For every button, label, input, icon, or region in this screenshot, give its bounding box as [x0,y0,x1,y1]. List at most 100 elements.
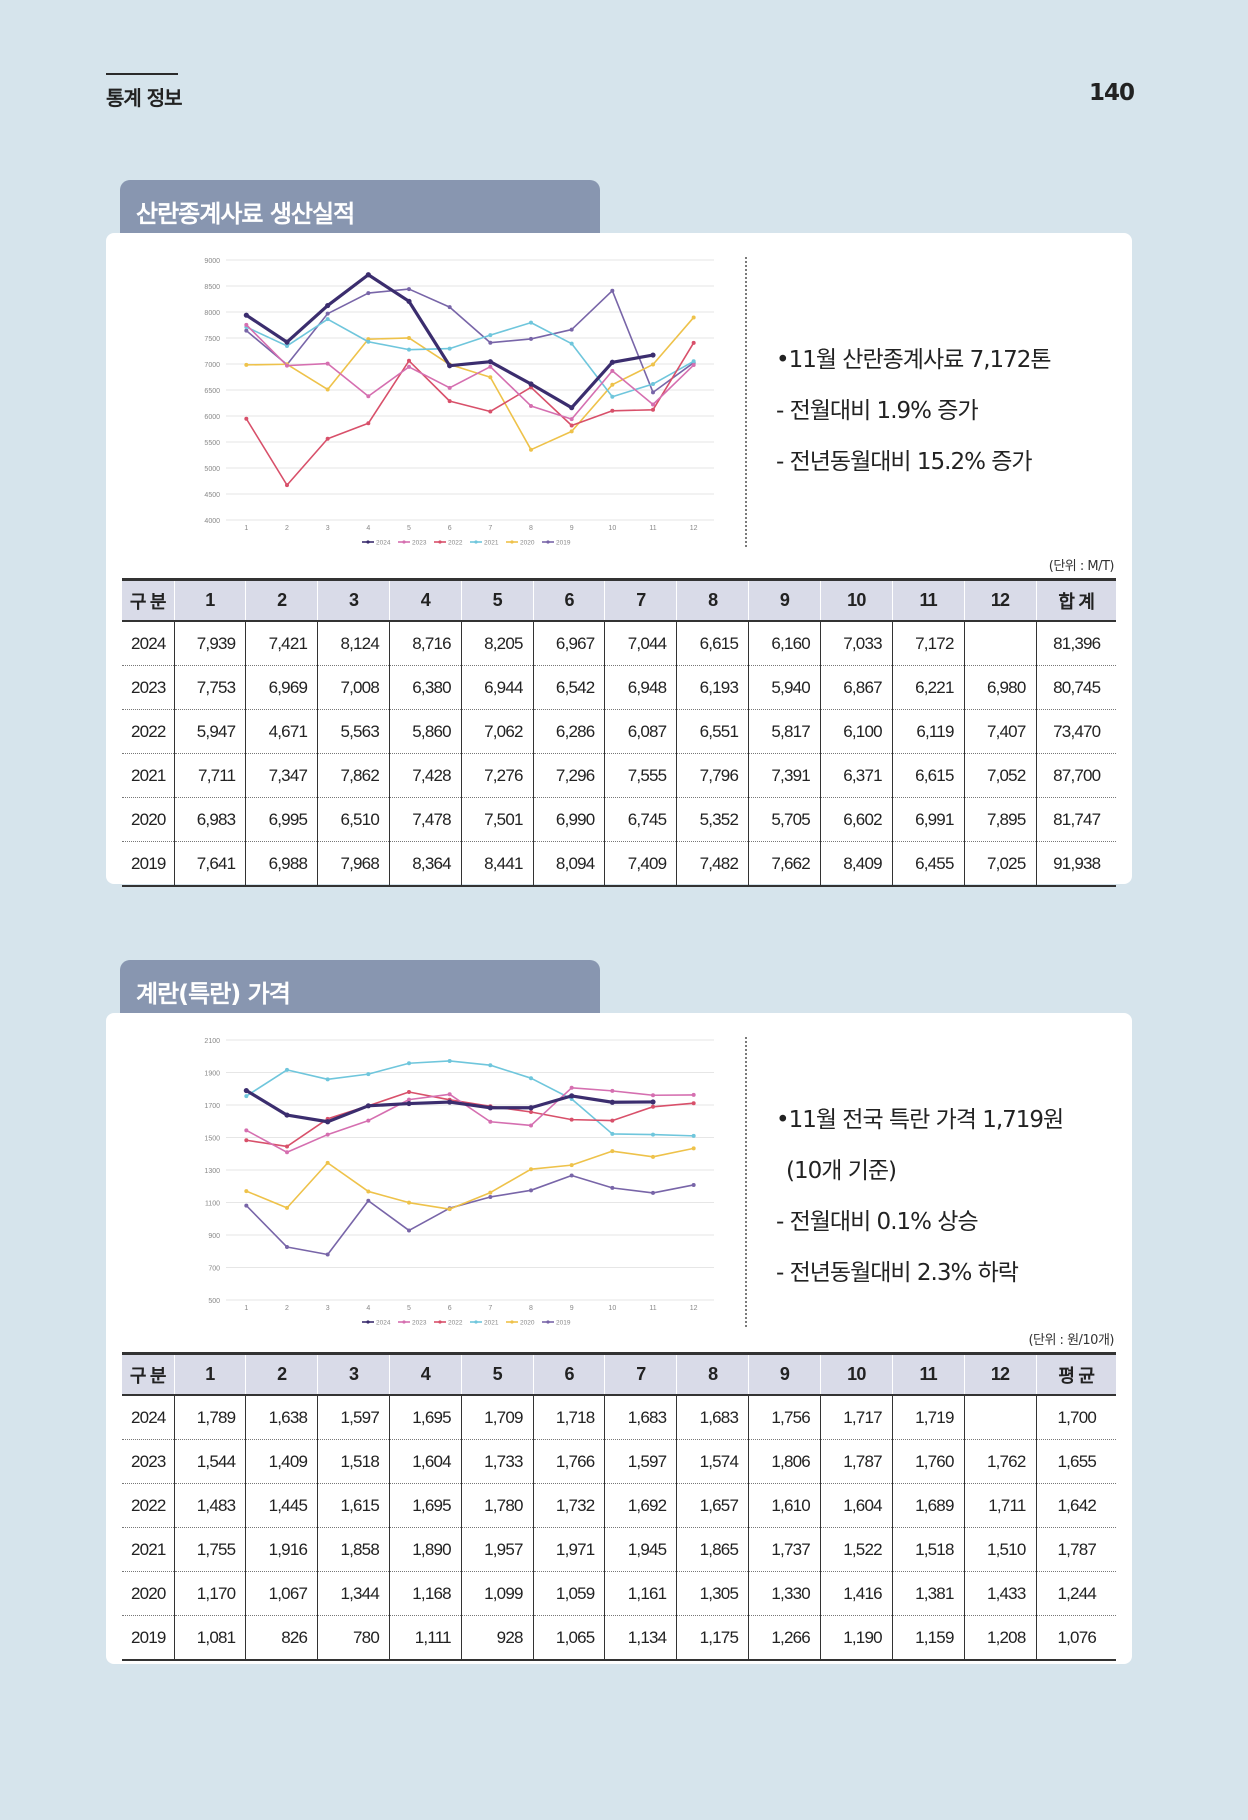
table-cell: 1,574 [676,1439,749,1484]
y-tick-label: 1500 [204,1136,220,1143]
row-year: 2023 [122,1439,174,1484]
table-cell: 1,111 [388,1615,462,1661]
table-cell: 80,745 [1035,665,1116,710]
table-cell: 8,094 [532,841,605,887]
data-point [407,364,411,369]
x-tick-label: 5 [407,525,411,532]
data-point [569,429,574,434]
table-cell: 1,076 [1035,1615,1116,1661]
table-cell: 1,683 [676,1395,749,1440]
x-tick-label: 1 [244,525,248,532]
page-number: 140 [1088,80,1135,106]
table-cell: 8,124 [317,621,390,666]
data-point [407,335,411,340]
section-title-egg: 계란(특란) 가격 [120,960,600,1016]
legend-label: 2019 [556,1320,571,1327]
table-cell: 7,033 [819,621,893,666]
data-point [406,1100,412,1107]
summary-line: - 전년동월대비 15.2% 증가 [776,449,1033,475]
table-row: 2019 1,081 826 780 1,111 928 1,065 1,134 1,175 1,… [122,1615,1116,1661]
data-point [284,1112,290,1118]
table-cell: 7,409 [604,841,677,887]
table-cell: 7,296 [532,753,605,798]
data-point [487,359,493,365]
data-point [244,1189,249,1194]
table-cell: 1,522 [819,1527,893,1572]
table-cell: 1,737 [748,1527,821,1572]
y-tick-label: 9000 [204,258,220,265]
table-row: 2021 1,755 1,916 1,858 1,890 1,957 1,971 1,945 1… [122,1527,1116,1572]
data-point [447,1058,452,1063]
row-year: 2024 [122,1395,174,1440]
table-cell: 7,711 [173,753,246,798]
x-tick-label: 4 [366,1305,370,1312]
data-point [407,358,411,363]
table-cell: 8,441 [460,841,534,887]
x-tick-label: 6 [448,1305,452,1312]
table-cell: 6,969 [245,665,318,710]
data-point [609,359,615,365]
table-cell: 1,597 [604,1439,677,1484]
table-cell: 6,371 [819,753,893,798]
table-cell [963,621,1036,666]
data-point [569,1093,575,1099]
table-row: 2022 1,483 1,445 1,615 1,695 1,780 1,732 1,692 1… [122,1483,1116,1528]
summary-line: - 전월대비 0.1% 상승 [776,1209,979,1235]
column-header: 3 [317,578,390,622]
table-cell: 1,445 [245,1483,318,1528]
legend-marker [546,1320,550,1324]
data-point [691,1092,696,1097]
table-cell: 7,172 [891,621,965,666]
feed-summary: •11월 산란종계사료 7,172톤 - 전월대비 1.9% 증가 - 전년동월… [776,340,1052,493]
x-tick-label: 10 [608,1305,616,1312]
table-cell: 6,948 [604,665,677,710]
data-point [407,347,411,352]
data-point [610,1149,615,1154]
column-header: 12 [963,1352,1036,1396]
data-point [529,447,533,452]
table-cell: 1,766 [532,1439,605,1484]
data-point [244,322,249,327]
legend-label: 2020 [520,540,535,547]
column-header: 11 [891,1352,965,1396]
x-tick-label: 9 [570,1305,574,1312]
table-cell: 1,957 [460,1527,534,1572]
table-cell: 928 [460,1615,534,1661]
table-cell: 7,895 [963,797,1036,842]
table-row: 2023 7,753 6,969 7,008 6,380 6,944 6,542 6,948 6… [122,665,1116,710]
table-row: 2024 7,939 7,421 8,124 8,716 8,205 6,967 7,044 6… [122,621,1116,666]
table-cell: 6,380 [388,665,462,710]
data-point [325,317,330,322]
y-tick-label: 900 [208,1233,220,1240]
y-tick-label: 1700 [204,1103,220,1110]
y-tick-label: 1300 [204,1168,220,1175]
row-year: 2022 [122,1483,174,1528]
table-cell: 7,276 [460,753,534,798]
table-cell: 1,190 [819,1615,893,1661]
table-cell: 1,610 [748,1483,821,1528]
data-point [447,346,452,351]
data-point [650,1099,656,1105]
data-point [285,1245,289,1250]
table-cell: 1,711 [963,1483,1036,1528]
table-cell: 1,717 [819,1395,893,1440]
legend-marker [438,540,442,544]
x-tick-label: 4 [366,525,370,532]
y-tick-label: 4000 [204,518,220,525]
table-cell: 1,099 [460,1571,534,1616]
data-point [325,436,330,441]
table-cell: 7,753 [173,665,246,710]
data-point [366,1118,371,1123]
data-point [529,1109,533,1114]
data-point [529,1123,533,1128]
legend-label: 2019 [556,540,571,547]
data-point [610,288,615,293]
table-cell: 1,161 [604,1571,677,1616]
table-cell: 8,205 [460,621,534,666]
table-cell: 7,421 [245,621,318,666]
data-point [691,315,696,320]
data-point [569,423,574,428]
data-point [569,327,574,332]
table-cell: 7,862 [317,753,390,798]
legend-marker [474,1320,478,1324]
